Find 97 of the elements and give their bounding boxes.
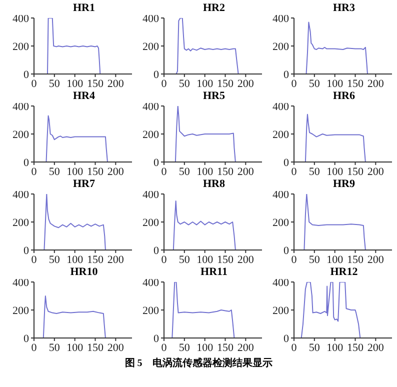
x-tick-label: 50 (178, 78, 190, 90)
chart-title: HR10 (70, 266, 98, 278)
x-tick-label: 150 (217, 166, 234, 178)
x-tick-label: 50 (48, 254, 60, 266)
x-tick-label: 50 (308, 254, 320, 266)
chart-title: HR6 (333, 90, 355, 102)
y-tick-label: 200 (12, 40, 30, 53)
x-tick-label: 100 (326, 254, 344, 266)
y-tick-label: 0 (154, 68, 160, 81)
x-tick-label: 100 (66, 166, 84, 178)
x-tick-label: 100 (196, 342, 214, 354)
x-tick-label: 50 (48, 166, 60, 178)
x-tick-label: 150 (87, 78, 104, 90)
x-tick-label: 50 (48, 78, 60, 90)
y-tick-label: 0 (154, 156, 160, 169)
chart-title: HR3 (333, 2, 355, 14)
x-tick-label: 150 (347, 342, 364, 354)
caption: 图 5 电涡流传感器检测结果显示 (124, 356, 274, 370)
y-tick-label: 200 (272, 128, 290, 141)
x-tick-label: 100 (66, 78, 84, 90)
chart-title: HR9 (333, 178, 355, 190)
y-tick-label: 0 (284, 156, 290, 169)
x-tick-label: 200 (237, 254, 254, 266)
x-tick-label: 200 (367, 254, 384, 266)
x-tick-label: 200 (367, 166, 384, 178)
y-tick-label: 200 (12, 216, 30, 229)
y-tick-label: 0 (24, 332, 30, 345)
chart-title: HR5 (203, 90, 225, 102)
x-tick-label: 150 (347, 254, 364, 266)
chart-title: HR12 (330, 266, 358, 278)
y-tick-label: 0 (284, 244, 290, 257)
x-tick-label: 50 (308, 78, 320, 90)
x-tick-label: 200 (367, 342, 384, 354)
y-tick-label: 200 (142, 304, 160, 317)
y-tick-label: 400 (12, 276, 30, 289)
y-tick-label: 400 (142, 188, 160, 201)
x-tick-label: 100 (196, 78, 214, 90)
chart-title: HR4 (73, 90, 95, 102)
y-tick-label: 200 (272, 40, 290, 53)
y-tick-label: 200 (142, 216, 160, 229)
y-tick-label: 0 (154, 244, 160, 257)
x-tick-label: 100 (66, 342, 84, 354)
x-tick-label: 150 (87, 166, 104, 178)
x-tick-label: 200 (367, 78, 384, 90)
chart-title: HR8 (203, 178, 225, 190)
x-tick-label: 150 (87, 254, 104, 266)
y-tick-label: 400 (12, 12, 30, 25)
y-tick-label: 400 (142, 100, 160, 113)
x-tick-label: 50 (308, 166, 320, 178)
x-tick-label: 200 (237, 78, 254, 90)
x-tick-label: 200 (107, 166, 124, 178)
chart-title: HR11 (200, 266, 228, 278)
y-tick-label: 400 (142, 276, 160, 289)
x-tick-label: 150 (87, 342, 104, 354)
y-tick-label: 400 (12, 100, 30, 113)
x-tick-label: 150 (217, 342, 234, 354)
y-tick-label: 200 (12, 128, 30, 141)
x-tick-label: 200 (107, 342, 124, 354)
y-tick-label: 400 (272, 12, 290, 25)
x-tick-label: 100 (326, 342, 344, 354)
x-tick-label: 100 (66, 254, 84, 266)
x-tick-label: 50 (178, 342, 190, 354)
chart-title: HR1 (73, 2, 95, 14)
y-tick-label: 0 (284, 68, 290, 81)
x-tick-label: 200 (237, 166, 254, 178)
x-tick-label: 50 (48, 342, 60, 354)
y-tick-label: 200 (142, 40, 160, 53)
x-tick-label: 100 (196, 166, 214, 178)
x-tick-label: 100 (326, 78, 344, 90)
x-tick-label: 200 (107, 78, 124, 90)
x-tick-label: 50 (178, 254, 190, 266)
y-tick-label: 0 (24, 244, 30, 257)
y-tick-label: 200 (12, 304, 30, 317)
y-tick-label: 400 (142, 12, 160, 25)
x-tick-label: 50 (308, 342, 320, 354)
y-tick-label: 400 (272, 276, 290, 289)
y-tick-label: 200 (272, 304, 290, 317)
y-tick-label: 400 (272, 100, 290, 113)
x-tick-label: 150 (217, 254, 234, 266)
y-tick-label: 0 (24, 68, 30, 81)
x-tick-label: 100 (326, 166, 344, 178)
x-tick-label: 150 (347, 166, 364, 178)
x-tick-label: 100 (196, 254, 214, 266)
x-tick-label: 150 (347, 78, 364, 90)
y-tick-label: 0 (154, 332, 160, 345)
x-tick-label: 200 (107, 254, 124, 266)
y-tick-label: 0 (284, 332, 290, 345)
y-tick-label: 400 (272, 188, 290, 201)
chart-title: HR7 (73, 178, 95, 190)
chart-title: HR2 (203, 2, 225, 14)
x-tick-label: 50 (178, 166, 190, 178)
y-tick-label: 400 (12, 188, 30, 201)
x-tick-label: 200 (237, 342, 254, 354)
y-tick-label: 200 (142, 128, 160, 141)
y-tick-label: 200 (272, 216, 290, 229)
y-tick-label: 0 (24, 156, 30, 169)
x-tick-label: 150 (217, 78, 234, 90)
